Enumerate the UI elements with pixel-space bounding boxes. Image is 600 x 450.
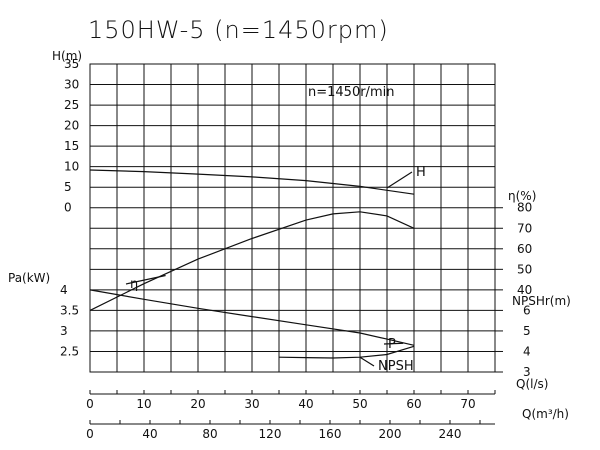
x-m3h-tick-label: 120 xyxy=(259,427,282,441)
curve-label-η: η xyxy=(130,277,138,292)
power-tick-label: 3 xyxy=(60,324,68,338)
speed-annotation: n=1450r/min xyxy=(308,85,394,100)
curve-η xyxy=(89,211,415,311)
x-qls-tick-label: 40 xyxy=(298,397,313,411)
chart-title: 150HW-5 (n=1450rpm) xyxy=(88,16,389,44)
npsh-tick-label: 4 xyxy=(523,344,531,358)
x-qls-tick-label: 50 xyxy=(352,397,367,411)
curve-label-h: H xyxy=(416,165,426,180)
x-m3h-tick-label: 160 xyxy=(319,427,342,441)
axis-labels: H(m) Pa(kW) η(%) NPSHr(m) Q(l/s) Q(m³/h) xyxy=(8,49,571,421)
efficiency-tick-label: 60 xyxy=(517,242,532,256)
curve-p xyxy=(89,289,415,346)
efficiency-axis-label: η(%) xyxy=(508,189,536,203)
curve-leader-npsh xyxy=(359,356,375,367)
curve-npsh xyxy=(278,345,415,359)
head-tick-label: 0 xyxy=(64,201,72,215)
head-axis-label: H(m) xyxy=(52,49,82,63)
power-tick-label: 4 xyxy=(60,283,68,297)
head-tick-label: 5 xyxy=(64,180,72,194)
npsh-axis-label: NPSHr(m) xyxy=(512,294,571,308)
npsh-tick-label: 6 xyxy=(523,303,531,317)
x-m3h-tick-label: 240 xyxy=(439,427,462,441)
x-qls-tick-label: 60 xyxy=(406,397,421,411)
x-qls-tick-label: 10 xyxy=(136,397,151,411)
head-tick-label: 25 xyxy=(64,98,79,112)
grid-lines xyxy=(89,63,496,373)
head-tick-label: 35 xyxy=(64,57,79,71)
efficiency-tick-label: 50 xyxy=(517,262,532,276)
x-qls-tick-label: 30 xyxy=(244,397,259,411)
curve-label-p: P xyxy=(388,337,396,352)
power-tick-label: 3.5 xyxy=(60,303,79,317)
npsh-tick-label: 3 xyxy=(523,365,531,379)
curve-leader-h xyxy=(386,171,413,189)
x-qls-tick-label: 20 xyxy=(190,397,205,411)
x-m3h-tick-label: 40 xyxy=(142,427,157,441)
x-axis-qls-label: Q(l/s) xyxy=(516,377,548,391)
x-m3h-tick-label: 0 xyxy=(86,427,94,441)
x-axis-m3h-label: Q(m³/h) xyxy=(522,407,569,421)
x-m3h-tick-label: 80 xyxy=(202,427,217,441)
efficiency-tick-label: 40 xyxy=(517,283,532,297)
curve-h xyxy=(89,169,415,195)
plot-frame xyxy=(89,63,496,373)
curve-leader-p xyxy=(383,342,404,345)
head-tick-label: 30 xyxy=(64,78,79,92)
power-axis-label: Pa(kW) xyxy=(8,271,50,285)
x-m3h-tick-label: 200 xyxy=(379,427,402,441)
efficiency-tick-label: 80 xyxy=(517,201,532,215)
head-tick-label: 15 xyxy=(64,139,79,153)
head-tick-label: 20 xyxy=(64,119,79,133)
power-tick-label: 2.5 xyxy=(60,344,79,358)
curves: Hη P NPSH xyxy=(89,165,426,374)
curve-leader-η xyxy=(125,274,166,285)
curve-label-npsh: NPSH xyxy=(378,359,414,374)
x-qls-tick-label: 70 xyxy=(460,397,475,411)
head-tick-label: 10 xyxy=(64,160,79,174)
efficiency-tick-label: 70 xyxy=(517,221,532,235)
npsh-tick-label: 5 xyxy=(523,324,531,338)
x-qls-tick-label: 0 xyxy=(86,397,94,411)
